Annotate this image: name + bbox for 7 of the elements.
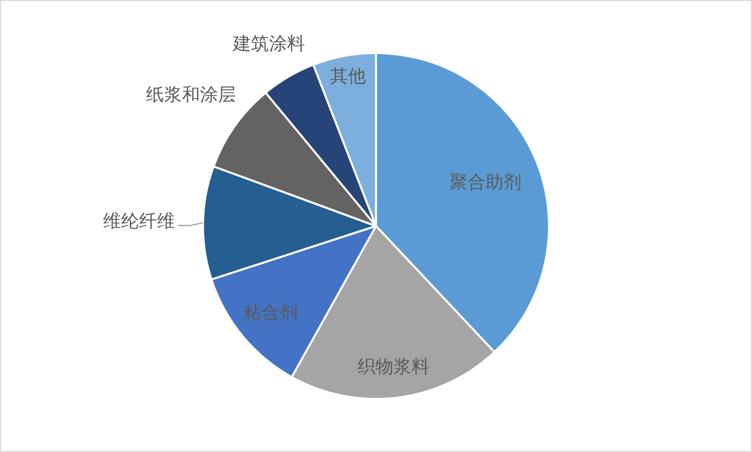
slice-label: 维纶纤维: [103, 211, 176, 232]
slice-label: 织物浆料: [357, 356, 430, 378]
slice-label: 建筑涂料: [232, 34, 306, 54]
slice-label: 粘合剂: [243, 302, 298, 324]
slice-label: 聚合助剂: [449, 172, 522, 194]
slice-label: 纸浆和涂层: [146, 84, 236, 106]
slice-label: 其他: [330, 66, 366, 87]
